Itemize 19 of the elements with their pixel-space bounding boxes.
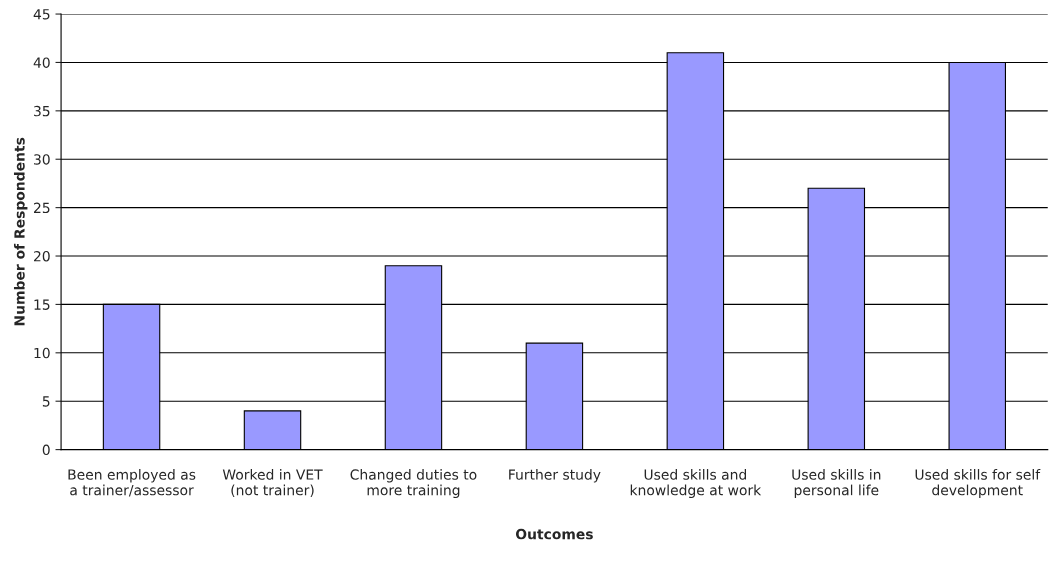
x-tick-label: Worked in VET (not trainer): [222, 469, 323, 497]
x-axis-title: Outcomes: [515, 528, 593, 540]
y-tick-label: 10: [34, 347, 50, 359]
x-tick-label: Been employed as a trainer/assessor: [68, 469, 196, 497]
y-tick-label: 40: [33, 57, 50, 68]
x-tick-label: Further study: [509, 469, 601, 483]
y-tick-label: 15: [34, 299, 50, 310]
y-tick-label: 0: [42, 444, 50, 456]
x-tick-label: Used skills in personal life: [792, 469, 881, 499]
y-tick-label: 45: [33, 9, 50, 20]
x-tick-label: Changed duties to more training: [350, 469, 477, 499]
y-tick-label: 5: [42, 396, 50, 407]
y-tick-label: 25: [34, 202, 50, 214]
y-tick-label: 30: [34, 154, 50, 165]
y-tick-label: 20: [34, 250, 50, 262]
x-tick-label: Used skills and knowledge at work: [630, 469, 762, 499]
x-tick-label: Used skills for self development: [915, 469, 1041, 499]
y-tick-label: 35: [34, 105, 50, 117]
y-axis-title: Number of Respondents: [13, 137, 28, 326]
